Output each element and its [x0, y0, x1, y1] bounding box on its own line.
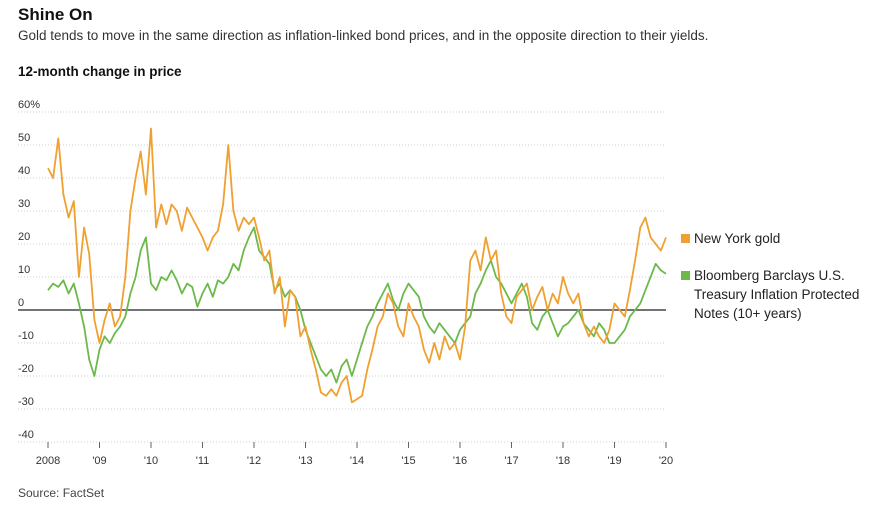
y-tick-label: 30 [18, 198, 30, 210]
x-tick-label: '13 [298, 455, 312, 467]
x-tick-label: '19 [607, 455, 621, 467]
x-tick-label: '09 [92, 455, 106, 467]
y-tick-label: 60% [18, 99, 40, 111]
x-tick-label: '20 [659, 455, 673, 467]
x-tick-label: '15 [401, 455, 415, 467]
legend-label-tips: Bloomberg Barclays U.S. Treasury Inflati… [694, 268, 860, 321]
gridlines [18, 111, 666, 443]
x-tick-label: 2008 [36, 455, 60, 467]
chart-subtitle: Gold tends to move in the same direction… [18, 28, 709, 43]
x-tick-label: '17 [504, 455, 518, 467]
x-tick-label: '16 [453, 455, 467, 467]
y-tick-label: -20 [18, 363, 34, 375]
series-lines [47, 127, 667, 404]
x-tick-label: '12 [247, 455, 261, 467]
y-axis-ticks: 60% 50 40 30 20 10 0 -10 -20 -30 -40 [18, 99, 40, 441]
legend-swatch-tips [681, 271, 690, 280]
x-tick-label: '11 [196, 455, 210, 467]
y-tick-label: -30 [18, 396, 34, 408]
source-note: Source: FactSet [18, 486, 105, 500]
y-tick-label: 0 [18, 297, 24, 309]
y-tick-label: 10 [18, 264, 30, 276]
y-tick-label: 50 [18, 132, 30, 144]
y-tick-label: -40 [18, 429, 34, 441]
y-axis-title: 12-month change in price [18, 64, 182, 79]
legend-swatch-gold [681, 234, 690, 243]
series-line-tips [47, 226, 667, 384]
x-tick-label: '14 [350, 455, 364, 467]
x-tick-label: '10 [144, 455, 158, 467]
legend-label-gold: New York gold [694, 231, 781, 246]
y-tick-label: -10 [18, 330, 34, 342]
series-line-gold [47, 127, 667, 404]
x-tick-label: '18 [556, 455, 570, 467]
line-chart: 60% 50 40 30 20 10 0 -10 -20 -30 -40 2008 '09 '10 '11… [18, 99, 673, 467]
x-axis-ticks: 2008 '09 '10 '11 '12 '13 '14 '15 '16 '17 '18 '19 '20 [36, 442, 673, 467]
chart-title: Shine On [18, 5, 93, 24]
y-tick-label: 40 [18, 165, 30, 177]
y-tick-label: 20 [18, 231, 30, 243]
